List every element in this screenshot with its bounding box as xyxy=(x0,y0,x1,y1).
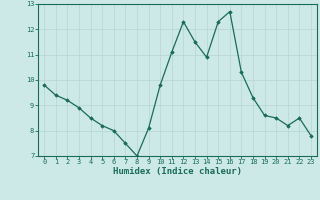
X-axis label: Humidex (Indice chaleur): Humidex (Indice chaleur) xyxy=(113,167,242,176)
